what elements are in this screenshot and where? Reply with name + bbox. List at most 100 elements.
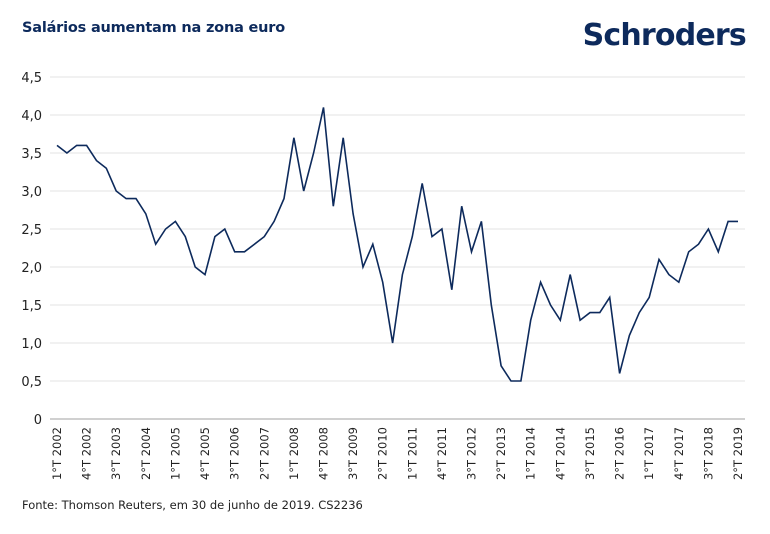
x-tick-label: 4°T 2008 [316, 427, 330, 480]
data-point [76, 145, 78, 147]
y-tick-label: 4,0 [21, 109, 42, 124]
data-point [352, 213, 354, 215]
data-point [540, 281, 542, 283]
x-tick-label: 3°T 2006 [228, 427, 242, 480]
data-point [224, 228, 226, 230]
data-point [648, 297, 650, 299]
data-point [115, 190, 117, 192]
data-point [589, 312, 591, 314]
x-tick-label: 4°T 2002 [80, 427, 94, 480]
data-point [500, 365, 502, 367]
data-point [412, 236, 414, 238]
data-point [619, 373, 621, 375]
gridlines [50, 76, 745, 382]
data-point [362, 266, 364, 268]
data-point [56, 145, 58, 147]
data-point [530, 319, 532, 321]
data-point [629, 335, 631, 337]
data-point [569, 274, 571, 276]
data-point [727, 221, 729, 223]
x-tick-label: 2°T 2013 [494, 427, 508, 480]
x-tick-label: 2°T 2016 [613, 427, 627, 480]
data-point [737, 221, 739, 223]
data-point [550, 304, 552, 306]
source-note: Fonte: Thomson Reuters, em 30 de junho d… [22, 498, 363, 512]
x-tick-label: 1°T 2011 [405, 427, 419, 480]
x-tick-label: 2°T 2004 [139, 427, 153, 480]
data-point [66, 152, 68, 154]
y-tick-label: 4,5 [21, 71, 42, 86]
data-point [421, 183, 423, 185]
data-point [609, 297, 611, 299]
data-point [698, 243, 700, 245]
data-point [372, 243, 374, 245]
data-point [431, 236, 433, 238]
data-point [175, 221, 177, 223]
y-tick-label: 1,5 [21, 299, 42, 314]
y-tick-label: 0 [34, 413, 42, 428]
data-point [471, 251, 473, 253]
data-point [135, 198, 137, 200]
y-tick-label: 2,5 [21, 223, 42, 238]
data-point [441, 228, 443, 230]
y-tick-label: 2,0 [21, 261, 42, 276]
data-point [234, 251, 236, 253]
x-tick-label: 3°T 2018 [701, 427, 715, 480]
x-tick-label: 2°T 2007 [257, 427, 271, 480]
x-tick-label: 3°T 2009 [346, 427, 360, 480]
x-tick-label: 1°T 2005 [168, 427, 182, 480]
data-point [303, 190, 305, 192]
x-tick-label: 3°T 2003 [109, 427, 123, 480]
data-point [333, 205, 335, 207]
data-point [560, 319, 562, 321]
data-point [204, 274, 206, 276]
y-tick-label: 3,0 [21, 185, 42, 200]
data-point [214, 236, 216, 238]
data-point [194, 266, 196, 268]
data-point [392, 342, 394, 344]
x-tick-label: 3°T 2012 [465, 427, 479, 480]
data-point [155, 243, 157, 245]
data-point [145, 213, 147, 215]
data-point [639, 312, 641, 314]
data-point [678, 281, 680, 283]
x-tick-label: 4°T 2005 [198, 427, 212, 480]
x-tick-label: 4°T 2017 [672, 427, 686, 480]
data-point [599, 312, 601, 314]
x-tick-label: 4°T 2014 [553, 427, 567, 480]
chart-title: Salários aumentam na zona euro [22, 20, 285, 36]
data-point [688, 251, 690, 253]
data-point [323, 107, 325, 109]
y-tick-label: 3,5 [21, 147, 42, 162]
x-tick-label: 1°T 2017 [642, 427, 656, 480]
data-point [717, 251, 719, 253]
data-point [510, 380, 512, 382]
data-point [579, 319, 581, 321]
data-point [263, 236, 265, 238]
data-point [658, 259, 660, 261]
data-point [708, 228, 710, 230]
data-point [86, 145, 88, 147]
y-axis-ticks: 0 0,5 1,0 1,5 2,0 2,5 3,0 3,5 4,0 4,5 [21, 71, 42, 428]
data-point [283, 198, 285, 200]
x-tick-label: 4°T 2011 [435, 427, 449, 480]
data-point [461, 205, 463, 207]
data-point [165, 228, 167, 230]
x-tick-label: 3°T 2015 [583, 427, 597, 480]
schroders-logo: Schroders [582, 18, 747, 53]
x-tick-label: 1°T 2008 [287, 427, 301, 480]
data-point [96, 160, 98, 162]
series-group [56, 107, 739, 382]
data-point [244, 251, 246, 253]
data-point [481, 221, 483, 223]
data-point [273, 221, 275, 223]
data-point [342, 137, 344, 139]
y-tick-label: 0,5 [21, 375, 42, 390]
data-point [668, 274, 670, 276]
data-point [125, 198, 127, 200]
data-point [313, 152, 315, 154]
data-point [402, 274, 404, 276]
x-tick-label: 1°T 2002 [50, 427, 64, 480]
x-tick-label: 1°T 2014 [524, 427, 538, 480]
